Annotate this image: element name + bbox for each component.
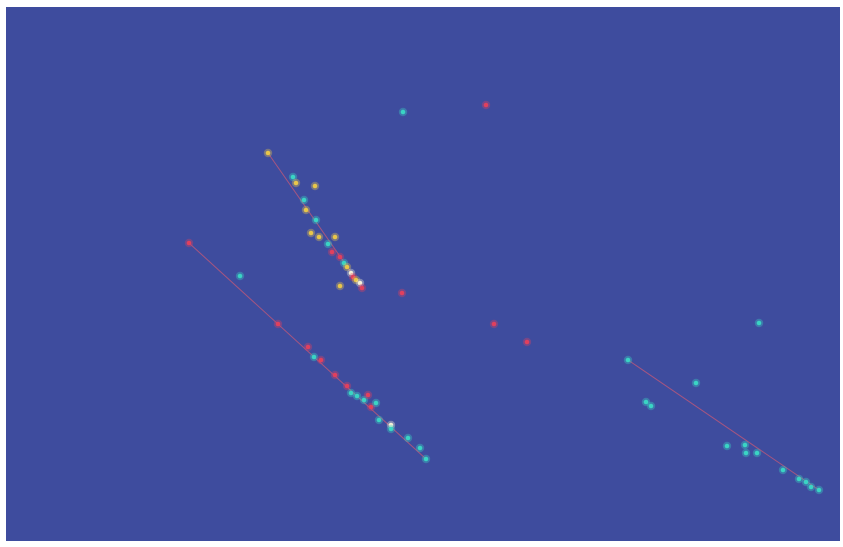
- photo-frame: [6, 7, 840, 541]
- point-red: [365, 392, 371, 398]
- point-cyan: [376, 417, 382, 423]
- point-red: [350, 274, 356, 280]
- point-red: [305, 344, 311, 350]
- point-red: [275, 321, 281, 327]
- point-yellow: [308, 230, 314, 236]
- point-cyan: [724, 443, 730, 449]
- point-cyan: [693, 380, 699, 386]
- point-cyan: [648, 403, 654, 409]
- point-cyan: [423, 456, 429, 462]
- point-red: [186, 240, 192, 246]
- upper-left-streak: [263, 148, 367, 293]
- point-yellow: [353, 277, 359, 283]
- point-yellow: [316, 234, 322, 240]
- point-cyan: [780, 467, 786, 473]
- point-red: [524, 339, 530, 345]
- point-cyan: [743, 450, 749, 456]
- point-white: [357, 280, 363, 286]
- point-yellow: [332, 234, 338, 240]
- point-red: [368, 404, 374, 410]
- point-cyan: [325, 241, 331, 247]
- point-cyan: [341, 260, 347, 266]
- point-cyan: [417, 445, 423, 451]
- point-cyan: [742, 442, 748, 448]
- point-cyan: [237, 273, 243, 279]
- point-yellow: [344, 264, 350, 270]
- point-cyan: [756, 320, 762, 326]
- point-red: [491, 321, 497, 327]
- point-cyan: [400, 109, 406, 115]
- point-red: [483, 102, 489, 108]
- point-red: [399, 290, 405, 296]
- point-cyan: [348, 390, 354, 396]
- point-cyan: [625, 357, 631, 363]
- point-yellow: [312, 183, 318, 189]
- point-yellow: [337, 283, 343, 289]
- lower-left-streak: [184, 238, 431, 464]
- right-streak-trend-line: [627, 359, 820, 491]
- point-cyan: [643, 399, 649, 405]
- background: [6, 7, 840, 541]
- point-red: [318, 357, 324, 363]
- point-cyan: [388, 426, 394, 432]
- point-cyan: [803, 479, 809, 485]
- right-streak: [623, 318, 824, 495]
- point-cyan: [816, 487, 822, 493]
- point-cyan: [313, 217, 319, 223]
- lower-left-streak-trend-line: [188, 242, 427, 460]
- point-cyan: [754, 450, 760, 456]
- point-cyan: [290, 174, 296, 180]
- point-cyan: [301, 197, 307, 203]
- point-cyan: [808, 484, 814, 490]
- point-white: [388, 422, 394, 428]
- particle-scatter-canvas: [6, 7, 840, 541]
- point-red: [359, 285, 365, 291]
- point-white: [348, 270, 354, 276]
- point-red: [329, 249, 335, 255]
- isolated-points: [397, 100, 532, 347]
- point-yellow: [293, 180, 299, 186]
- point-cyan: [373, 400, 379, 406]
- point-cyan: [361, 397, 367, 403]
- point-red: [332, 372, 338, 378]
- point-yellow: [303, 207, 309, 213]
- points-layer: [184, 100, 824, 495]
- point-cyan: [796, 476, 802, 482]
- point-cyan: [405, 435, 411, 441]
- point-red: [344, 383, 350, 389]
- point-red: [337, 254, 343, 260]
- point-cyan: [354, 393, 360, 399]
- point-yellow: [265, 150, 271, 156]
- point-cyan: [311, 354, 317, 360]
